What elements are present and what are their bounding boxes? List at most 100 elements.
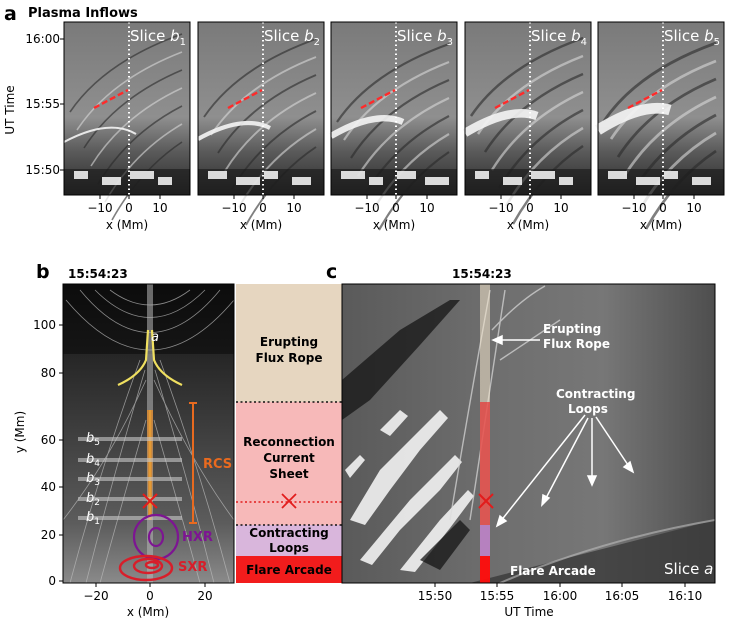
slice-b4-panel: Slice b4 −10 0 10 x (Mm) bbox=[462, 21, 592, 232]
slice-bottom-bright bbox=[608, 171, 627, 179]
panel-b-slice-sub: 5 bbox=[94, 438, 100, 448]
panel-a-heading: Plasma Inflows bbox=[28, 6, 138, 21]
slice-streak bbox=[336, 42, 450, 123]
slice-streak bbox=[637, 131, 717, 212]
slice-streak bbox=[203, 38, 317, 118]
slice-bottom-bright bbox=[397, 171, 416, 179]
panel-c-time: 15:54:23 bbox=[452, 267, 512, 281]
slice-title-var: b bbox=[704, 27, 714, 45]
slice-bright-band bbox=[462, 109, 539, 137]
slice-xtick-label: 10 bbox=[286, 201, 301, 215]
slice-bottom-bright bbox=[503, 177, 522, 185]
panel-c-contracting-2: Loops bbox=[568, 402, 608, 416]
slice-title-word: Slice bbox=[264, 27, 304, 45]
panel-b-slice-label: b3 bbox=[86, 471, 100, 488]
slice-frame bbox=[464, 21, 592, 196]
slice-xtick-label: −10 bbox=[621, 201, 646, 215]
slice-frame bbox=[63, 21, 191, 196]
panel-c-xtick-label: 15:50 bbox=[418, 589, 453, 603]
slice-bottom-bright bbox=[208, 171, 227, 179]
slice-xtick-label: −10 bbox=[354, 201, 379, 215]
legend-arcade-band bbox=[236, 556, 342, 583]
legend-reconnection-band bbox=[236, 402, 342, 525]
panel-b-slice-sub: 2 bbox=[94, 498, 100, 508]
slice-title: Slice b5 bbox=[664, 27, 720, 48]
panel-b-ylabel: y (Mm) bbox=[13, 411, 27, 453]
panel-b-slice-var: b bbox=[86, 510, 94, 525]
slice-inflow-line bbox=[360, 88, 396, 110]
panel-c-xtick-label: 16:10 bbox=[668, 589, 703, 603]
panel-c-letter: c bbox=[326, 261, 337, 283]
slice-title-word: Slice bbox=[397, 27, 437, 45]
panel-c-contracting-1: Contracting bbox=[556, 387, 635, 401]
panel-b-slice-sub: 4 bbox=[94, 459, 100, 469]
slice-xtick-label: 10 bbox=[686, 201, 701, 215]
legend-erupting-band bbox=[236, 284, 342, 402]
panel-b-sxr: SXR bbox=[178, 560, 207, 575]
panel-b-slice-label: b5 bbox=[86, 431, 100, 448]
slice-title-var: b bbox=[437, 27, 447, 45]
panel-b-ytick-label: 20 bbox=[41, 528, 56, 542]
slice-bottom-bright bbox=[475, 171, 489, 179]
panel-b-xtick-label: −20 bbox=[83, 589, 108, 603]
panel-c-xtick-label: 16:05 bbox=[605, 589, 640, 603]
slice-bright-band bbox=[63, 126, 137, 143]
slice-frame bbox=[197, 21, 325, 196]
slice-title: Slice b1 bbox=[130, 27, 186, 48]
panel-c-xtick-label: 16:00 bbox=[543, 589, 578, 603]
slice-xtick-label: 0 bbox=[659, 201, 667, 215]
slice-xtick-label: 0 bbox=[392, 201, 400, 215]
panel-b-time: 15:54:23 bbox=[68, 267, 128, 281]
slice-title-sub: 1 bbox=[180, 37, 186, 48]
slice-bottom-bright bbox=[369, 177, 383, 185]
slice-b2-panel: Slice b2 −10 0 10 x (Mm) bbox=[196, 21, 325, 232]
panel-b-ytick-label: 0 bbox=[48, 574, 56, 588]
panel-c-frame bbox=[341, 283, 716, 584]
panel-b-rcs: RCS bbox=[203, 457, 232, 472]
legend-reconnection-1: Reconnection bbox=[243, 435, 335, 449]
slice-image bbox=[331, 22, 457, 195]
slice-xtick-label: 0 bbox=[125, 201, 133, 215]
slice-title-var: b bbox=[304, 27, 314, 45]
slice-streak bbox=[217, 74, 317, 154]
slice-title-sub: 4 bbox=[581, 37, 587, 48]
panel-c-slice-var: a bbox=[704, 560, 713, 578]
panel-b-image bbox=[63, 284, 234, 583]
panel-c-arcade: Flare Arcade bbox=[510, 564, 596, 578]
panel-b-slice-var: b bbox=[86, 452, 94, 467]
slice-inflow-line bbox=[93, 88, 129, 110]
slice-streak bbox=[483, 72, 584, 153]
panel-a-ylabel: UT Time bbox=[3, 85, 17, 134]
slice-image bbox=[465, 22, 591, 195]
panel-b-slice-var: b bbox=[86, 471, 94, 486]
slice-xtick-label: 0 bbox=[526, 201, 534, 215]
slice-bottom-bright bbox=[292, 177, 311, 185]
slice-title: Slice b3 bbox=[397, 27, 453, 48]
slice-xlabel: x (Mm) bbox=[507, 218, 549, 232]
panel-b-slice-sub: 3 bbox=[94, 478, 100, 488]
legend-x-marker bbox=[281, 493, 297, 509]
panel-b-xlabel: x (Mm) bbox=[127, 605, 169, 619]
slice-bottom-bright bbox=[264, 171, 278, 179]
slice-bottom-bright bbox=[74, 171, 88, 179]
panel-c-xtick-label: 15:55 bbox=[480, 589, 515, 603]
slice-streak bbox=[83, 69, 183, 149]
slice-bottom-bright bbox=[236, 177, 260, 185]
slice-xtick-label: 10 bbox=[419, 201, 434, 215]
slice-xtick-label: 0 bbox=[259, 201, 267, 215]
slice-title-sub: 3 bbox=[447, 37, 453, 48]
panel-b-frame bbox=[62, 283, 235, 584]
legend-reconnection-2: Current bbox=[263, 451, 315, 465]
slice-streak bbox=[69, 33, 183, 113]
panel-b-slice-label: b2 bbox=[86, 491, 100, 508]
slice-title-sub: 5 bbox=[714, 37, 720, 48]
panel-b-slit-label: a bbox=[151, 330, 159, 345]
slice-bottom-bright bbox=[559, 177, 573, 185]
slice-inflow-line bbox=[227, 88, 263, 110]
panel-b-ytick-label: 100 bbox=[33, 318, 56, 332]
slice-frame bbox=[597, 21, 725, 196]
slice-bottom-bright bbox=[692, 177, 711, 185]
slice-xtick-label: 10 bbox=[152, 201, 167, 215]
legend-contracting-band bbox=[236, 525, 342, 556]
